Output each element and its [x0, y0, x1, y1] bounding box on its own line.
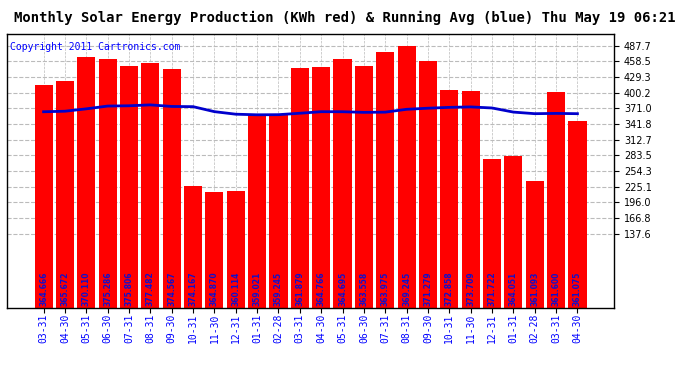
Bar: [312, 67, 331, 308]
Bar: [462, 91, 480, 308]
Text: 365.672: 365.672: [61, 272, 70, 306]
Text: 371.722: 371.722: [488, 272, 497, 306]
Bar: [120, 66, 138, 308]
Text: 360.114: 360.114: [231, 272, 240, 306]
Text: 364.666: 364.666: [39, 272, 48, 306]
Text: 363.975: 363.975: [381, 272, 390, 306]
Bar: [376, 52, 394, 308]
Text: 359.021: 359.021: [253, 272, 262, 306]
Text: 375.286: 375.286: [103, 272, 112, 306]
Bar: [397, 46, 415, 308]
Text: 375.806: 375.806: [124, 272, 133, 306]
Bar: [419, 61, 437, 308]
Text: 374.567: 374.567: [167, 272, 176, 306]
Bar: [248, 114, 266, 308]
Bar: [99, 59, 117, 308]
Text: 361.093: 361.093: [530, 272, 539, 306]
Text: Monthly Solar Energy Production (KWh red) & Running Avg (blue) Thu May 19 06:21: Monthly Solar Energy Production (KWh red…: [14, 11, 676, 26]
Bar: [440, 90, 458, 308]
Bar: [355, 66, 373, 308]
Text: 364.766: 364.766: [317, 272, 326, 306]
Text: 364.870: 364.870: [210, 272, 219, 306]
Bar: [269, 114, 288, 308]
Text: 373.709: 373.709: [466, 272, 475, 306]
Text: 372.858: 372.858: [445, 272, 454, 306]
Text: 363.558: 363.558: [359, 272, 368, 306]
Bar: [227, 191, 245, 308]
Bar: [333, 59, 352, 308]
Text: 364.695: 364.695: [338, 272, 347, 306]
Text: 370.110: 370.110: [82, 272, 91, 306]
Bar: [34, 85, 52, 308]
Bar: [526, 180, 544, 308]
Bar: [56, 81, 74, 308]
Bar: [483, 159, 501, 308]
Text: 371.279: 371.279: [424, 272, 433, 306]
Bar: [569, 121, 586, 308]
Text: 369.245: 369.245: [402, 272, 411, 306]
Text: 361.600: 361.600: [551, 272, 560, 306]
Text: 361.075: 361.075: [573, 272, 582, 306]
Text: 359.245: 359.245: [274, 272, 283, 306]
Bar: [163, 69, 181, 308]
Text: 361.879: 361.879: [295, 272, 304, 306]
Text: 374.167: 374.167: [188, 272, 197, 306]
Text: 364.051: 364.051: [509, 272, 518, 306]
Bar: [206, 192, 224, 308]
Text: 377.482: 377.482: [146, 272, 155, 306]
Bar: [504, 156, 522, 308]
Bar: [547, 92, 565, 308]
Text: Copyright 2011 Cartronics.com: Copyright 2011 Cartronics.com: [10, 42, 180, 52]
Bar: [77, 57, 95, 308]
Bar: [290, 68, 309, 308]
Bar: [141, 63, 159, 308]
Bar: [184, 186, 202, 308]
